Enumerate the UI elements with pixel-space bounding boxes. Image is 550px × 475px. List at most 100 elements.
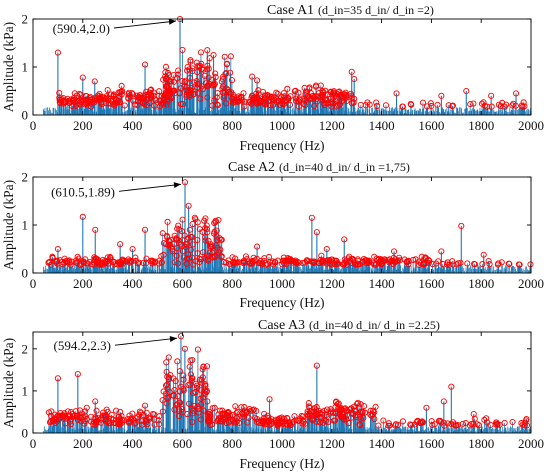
x-tick-label: 1000 [269,118,295,133]
stem-marker [181,345,188,352]
stem-marker [286,420,293,427]
stem-marker [350,99,357,106]
stem-marker [240,260,247,267]
stem-marker [103,412,110,419]
stem-marker [194,69,201,76]
stem-marker [179,101,186,108]
stem-marker [197,395,204,402]
stem-marker [220,94,227,101]
stem-marker [509,102,516,109]
stem-marker [49,253,56,260]
stem-marker [370,407,377,414]
stem-marker [433,260,440,267]
stem-marker [438,92,445,99]
stem-marker [332,403,339,411]
stem-marker [266,396,273,403]
stem-marker [110,258,117,265]
stem-marker [471,261,478,268]
stem-marker [189,375,196,382]
stem-marker [121,102,128,109]
panel-case-a1: Case A1 (d_in=35 d_in/ d_in =2) 0 200 400 6… [1,3,544,153]
stem-marker [495,101,502,108]
stem-marker [77,412,84,419]
x-tick-label: 0 [30,436,37,451]
stem-marker [203,225,210,233]
stem-marker [449,261,457,268]
stem-marker [163,101,170,108]
stem-marker [260,257,268,265]
stem-marker [245,99,252,106]
stem-marker [202,390,209,397]
x-tick-label: 1400 [369,118,395,133]
stem-marker [445,102,452,109]
stem-marker [232,403,239,410]
stem-marker [186,255,193,262]
x-tick-label: 800 [222,276,242,291]
stem-marker [192,380,200,387]
stem-marker [204,398,211,405]
stem-marker [333,103,340,110]
annotation-arrowhead [168,18,176,25]
stem-marker [67,421,74,428]
stem-marker [170,71,177,79]
stem-marker [422,255,430,262]
stem-marker [509,418,516,426]
stem-marker [204,62,211,69]
stem-marker [207,243,215,250]
stem-marker [128,257,135,264]
stem-marker [390,248,398,255]
stem-marker [437,419,444,426]
marker-series [45,333,531,429]
stem-marker [168,78,175,85]
x-tick-label: 800 [222,118,242,133]
stem-marker [199,380,206,387]
x-tick-label: 2000 [518,118,544,133]
stem-marker [53,258,60,265]
stem-marker [320,259,327,266]
stem-marker [293,260,300,267]
stem-marker [323,245,330,253]
stem-marker [229,411,236,418]
panel-subtitle: (d_in=35 d_in/ d_in =2) [318,3,434,17]
stem-marker [205,74,212,81]
stem-marker [198,387,205,394]
stem-marker [189,356,196,364]
stem-marker [83,404,90,411]
stem-marker [48,408,55,415]
stem-marker [181,179,189,186]
stem-marker [183,260,190,267]
stem-marker [273,89,280,96]
stem-marker [194,81,201,88]
stem-marker [102,260,109,267]
stem-marker [292,417,299,424]
stem-marker [203,388,210,396]
stem-marker [170,392,177,399]
stem-marker [196,258,203,266]
stem-marker [83,415,90,423]
stem-marker [246,406,253,413]
stem-marker [440,398,447,405]
stem-marker [227,53,234,60]
stem-marker [173,252,180,259]
stem-marker [148,93,155,101]
stem-marker [82,100,90,107]
panel-case-a3: Case A3 (d_in=40 d_in/ d_in =2.25) 0 200 4… [1,318,544,471]
stem-marker [241,404,248,411]
stem-marker [140,94,147,101]
stem-marker [286,101,294,108]
stem-marker [152,97,159,104]
stem-marker [292,95,300,102]
stem-marker [344,261,351,268]
stem-marker [193,78,200,85]
stem-marker [197,416,204,423]
stem-marker [302,420,309,427]
x-tick-label: 1600 [418,276,444,291]
panel-title: Case A2 [228,160,275,175]
stem-marker [516,261,523,268]
stem-marker [140,259,147,267]
stem-marker [393,90,400,97]
y-axis-label: Amplitude (kPa) [1,180,16,270]
stem-marker [132,257,139,264]
stem-marker [162,382,170,389]
stem-marker [217,236,224,243]
